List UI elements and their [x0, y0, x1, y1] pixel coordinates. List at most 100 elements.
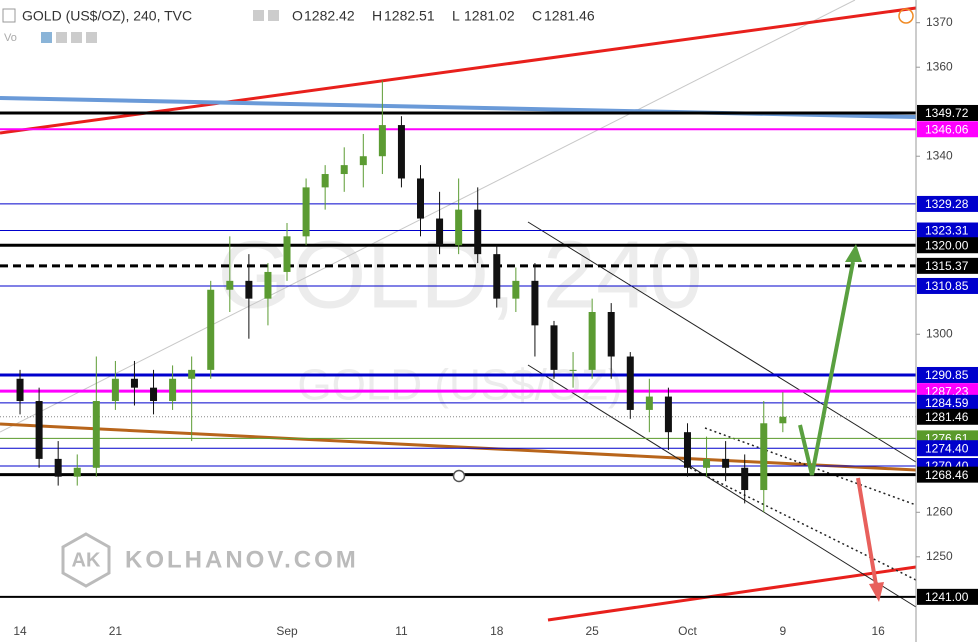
menu-icon — [2, 8, 16, 23]
indicator-icon — [86, 32, 97, 43]
candle-body — [531, 280, 539, 326]
candle-body — [283, 236, 291, 272]
level-label: 1329.28 — [925, 197, 969, 211]
level-label: 1323.31 — [925, 224, 969, 238]
alert-icon — [898, 8, 914, 24]
level-label: 1290.85 — [925, 368, 969, 382]
level-label: 1310.85 — [925, 279, 969, 293]
candle-body — [607, 312, 615, 357]
candle-body — [550, 325, 558, 370]
candle-body — [302, 187, 310, 237]
logo-hex — [61, 532, 111, 588]
level-label: 1320.00 — [925, 238, 969, 252]
candle-body — [455, 209, 463, 246]
level-label: 1346.06 — [925, 122, 969, 136]
header: GOLD (US$/OZ), 240, TVC O 1282.42 H 1282.51… — [2, 8, 914, 44]
level-label-box — [917, 257, 978, 274]
x-tick-label: 16 — [872, 624, 886, 638]
ohlc-key: C — [532, 8, 542, 24]
candle-body — [626, 356, 634, 410]
logo: AK KOLHANOV.COM — [61, 532, 359, 588]
candle-body — [760, 423, 768, 491]
x-tick-label: 14 — [13, 624, 27, 638]
candle-body — [264, 271, 272, 299]
candle-body — [226, 280, 234, 290]
level-label: 1274.40 — [925, 441, 969, 455]
level-label: 1284.59 — [925, 396, 969, 410]
header-title: GOLD (US$/OZ), 240, TVC — [22, 8, 192, 24]
arrow-head — [845, 244, 862, 262]
level-label-box — [917, 394, 978, 411]
dotted-line — [689, 467, 917, 581]
candle-body — [169, 378, 177, 402]
level-label-box — [917, 121, 978, 138]
header-icon — [268, 10, 279, 21]
level-label: 1268.46 — [925, 468, 969, 482]
up-arrow — [798, 261, 855, 476]
ohlc-value: 1281.02 — [464, 8, 515, 24]
level-label: 1287.23 — [925, 384, 969, 398]
x-tick-label: 25 — [585, 624, 599, 638]
candle-body — [569, 369, 577, 371]
ohlc-value: 1282.51 — [384, 8, 435, 24]
candle-body — [54, 458, 62, 477]
y-tick-label: 1360 — [926, 59, 953, 73]
x-tick-label: 11 — [395, 624, 408, 638]
level-label-box — [917, 222, 978, 239]
y-tick-label: 1300 — [926, 326, 953, 340]
y-tick-label: 1250 — [926, 549, 953, 563]
candles — [16, 80, 787, 513]
candle-body — [73, 467, 81, 477]
candle-body — [245, 280, 253, 299]
candle-body — [741, 467, 749, 491]
x-tick-label: 18 — [490, 624, 504, 638]
candle-body — [397, 125, 405, 179]
level-label-box — [917, 237, 978, 254]
ohlc-key: L — [452, 8, 460, 24]
candle-body — [188, 369, 196, 379]
logo-text: AK — [72, 549, 101, 571]
candle-body — [779, 416, 787, 424]
indicator-icon — [41, 32, 52, 43]
candle-body — [35, 401, 43, 459]
candle-body — [683, 432, 691, 468]
y-tick-label: 1370 — [926, 15, 953, 29]
level-label-box — [917, 195, 978, 212]
level-label-box — [917, 277, 978, 294]
watermark-site: KOLHANOV.COM — [125, 546, 359, 573]
candle-body — [474, 209, 482, 255]
ohlc-key: O — [292, 8, 303, 24]
y-tick-label: 1260 — [926, 504, 953, 518]
watermark-name: GOLD (US$/OZ) — [297, 361, 622, 410]
candle-body — [722, 458, 730, 468]
level-label: 1315.37 — [925, 259, 969, 273]
level-label: 1241.00 — [925, 590, 969, 604]
arrow-head — [869, 582, 884, 602]
axis: 1250 1260 1300 1340 1360 1370 14 21 Sep 11 18 25 Oct… — [13, 15, 953, 638]
channel-line — [527, 364, 917, 608]
indicator-icon — [56, 32, 67, 43]
x-tick-label: 21 — [109, 624, 123, 638]
candle-body — [340, 165, 348, 175]
candle-body — [378, 125, 386, 157]
candle-body — [359, 156, 367, 166]
trend-line — [0, 0, 856, 433]
level-label-box — [917, 440, 978, 457]
candle-body — [588, 312, 596, 370]
candle-body — [92, 401, 100, 468]
candle-body — [150, 387, 158, 402]
candle-body — [130, 378, 138, 388]
candle-body — [111, 378, 119, 402]
candle-body — [703, 458, 711, 468]
candle-body — [512, 280, 520, 299]
candle-body — [493, 254, 501, 299]
header-icon — [253, 10, 264, 21]
level-label: 1281.46 — [925, 410, 969, 424]
x-tick-label: Sep — [276, 624, 298, 638]
channel-line — [527, 221, 917, 463]
candle-body — [321, 174, 329, 188]
y-tick-label: 1340 — [926, 148, 953, 162]
level-label-box — [917, 466, 978, 483]
